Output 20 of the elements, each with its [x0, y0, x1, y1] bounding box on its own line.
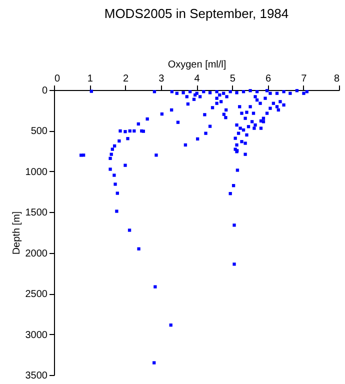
- x-tick-label: 7: [301, 74, 308, 84]
- y-tick-label: 2000: [25, 248, 48, 260]
- x-tick-label: 3: [158, 74, 165, 84]
- chart-title: MODS2005 in September, 1984: [104, 6, 289, 21]
- y-tick-label: 0: [42, 86, 48, 96]
- y-tick-label: 3000: [25, 330, 48, 341]
- y-tick-label: 1000: [25, 166, 48, 178]
- y-tick-label: 1500: [25, 208, 48, 219]
- x-tick-label: 1: [87, 74, 94, 84]
- x-tick-label: 5: [230, 74, 236, 84]
- y-tick-label: 500: [30, 126, 48, 138]
- x-tick-label: 8: [334, 74, 340, 84]
- y-tick-label: 3500: [25, 370, 48, 382]
- y-axis-title: Depth [m]: [11, 211, 22, 255]
- x-axis-title: Oxygen [ml/l]: [168, 60, 226, 70]
- x-tick-label: 4: [194, 74, 200, 84]
- x-tick-label: 6: [265, 74, 272, 84]
- x-tick-label: 0: [54, 74, 60, 84]
- x-tick-label: 2: [122, 74, 129, 84]
- y-tick-label: 2500: [25, 289, 48, 300]
